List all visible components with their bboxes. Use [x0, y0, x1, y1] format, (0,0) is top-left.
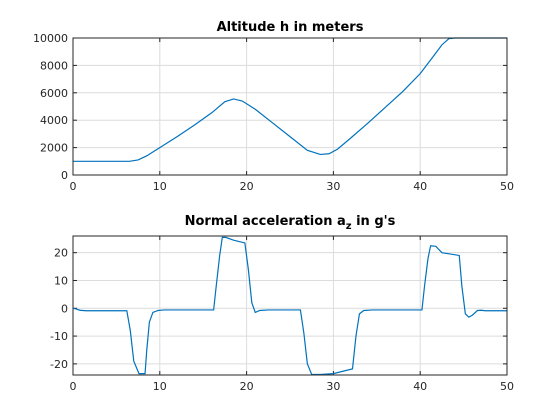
altitude-grid	[72, 37, 508, 176]
altitude-xtick-label: 10	[153, 180, 167, 193]
acceleration-xtick-label: 50	[500, 380, 514, 393]
altitude-ytick-label: 0	[61, 169, 68, 182]
acceleration-grid	[72, 236, 508, 375]
altitude-ytick-label: 6000	[40, 87, 68, 100]
acceleration-ytick-label: -20	[50, 358, 68, 371]
acceleration-xtick-label: 20	[240, 380, 254, 393]
acceleration-ytick-label: 0	[61, 302, 68, 315]
altitude-xtick-label: 30	[326, 180, 340, 193]
altitude-xtick-label: 20	[240, 180, 254, 193]
altitude-ticks: 0 10 20 30 40 50 0 2000 4000 6000 8000 10000	[33, 32, 514, 193]
acceleration-plot-title: Normal acceleration az in g's	[185, 214, 396, 232]
altitude-ytick-label: 8000	[40, 59, 68, 72]
altitude-ytick-label: 2000	[40, 142, 68, 155]
acceleration-title-subscript: z	[346, 221, 352, 232]
altitude-ytick-label: 4000	[40, 114, 68, 127]
acceleration-ytick-label: 10	[54, 274, 68, 287]
altitude-xtick-label: 0	[70, 180, 77, 193]
acceleration-ytick-label: 20	[54, 247, 68, 260]
altitude-ytick-label: 10000	[33, 32, 68, 45]
acceleration-title-suffix: in g's	[352, 214, 396, 229]
acceleration-series-line	[72, 236, 507, 376]
normal-acceleration-plot: Normal acceleration az in g's 0 10 20 30 40 5…	[50, 214, 514, 393]
acceleration-xtick-label: 0	[70, 380, 77, 393]
altitude-series-line	[73, 37, 507, 162]
acceleration-xtick-label: 40	[413, 380, 427, 393]
altitude-xtick-label: 40	[413, 180, 427, 193]
altitude-plot: Altitude h in meters 0 10 20 30 40 50 0 2000 400…	[33, 20, 514, 193]
acceleration-xtick-label: 30	[326, 380, 340, 393]
altitude-xtick-label: 50	[500, 180, 514, 193]
acceleration-axes-box	[72, 235, 508, 376]
acceleration-ytick-label: -10	[50, 330, 68, 343]
altitude-axes-box	[72, 37, 508, 176]
altitude-plot-title: Altitude h in meters	[217, 20, 364, 35]
acceleration-ticks: 0 10 20 30 40 50 -20 -10 0 10 20	[50, 236, 514, 393]
acceleration-title-main: Normal acceleration a	[185, 214, 346, 229]
acceleration-xtick-label: 10	[153, 380, 167, 393]
